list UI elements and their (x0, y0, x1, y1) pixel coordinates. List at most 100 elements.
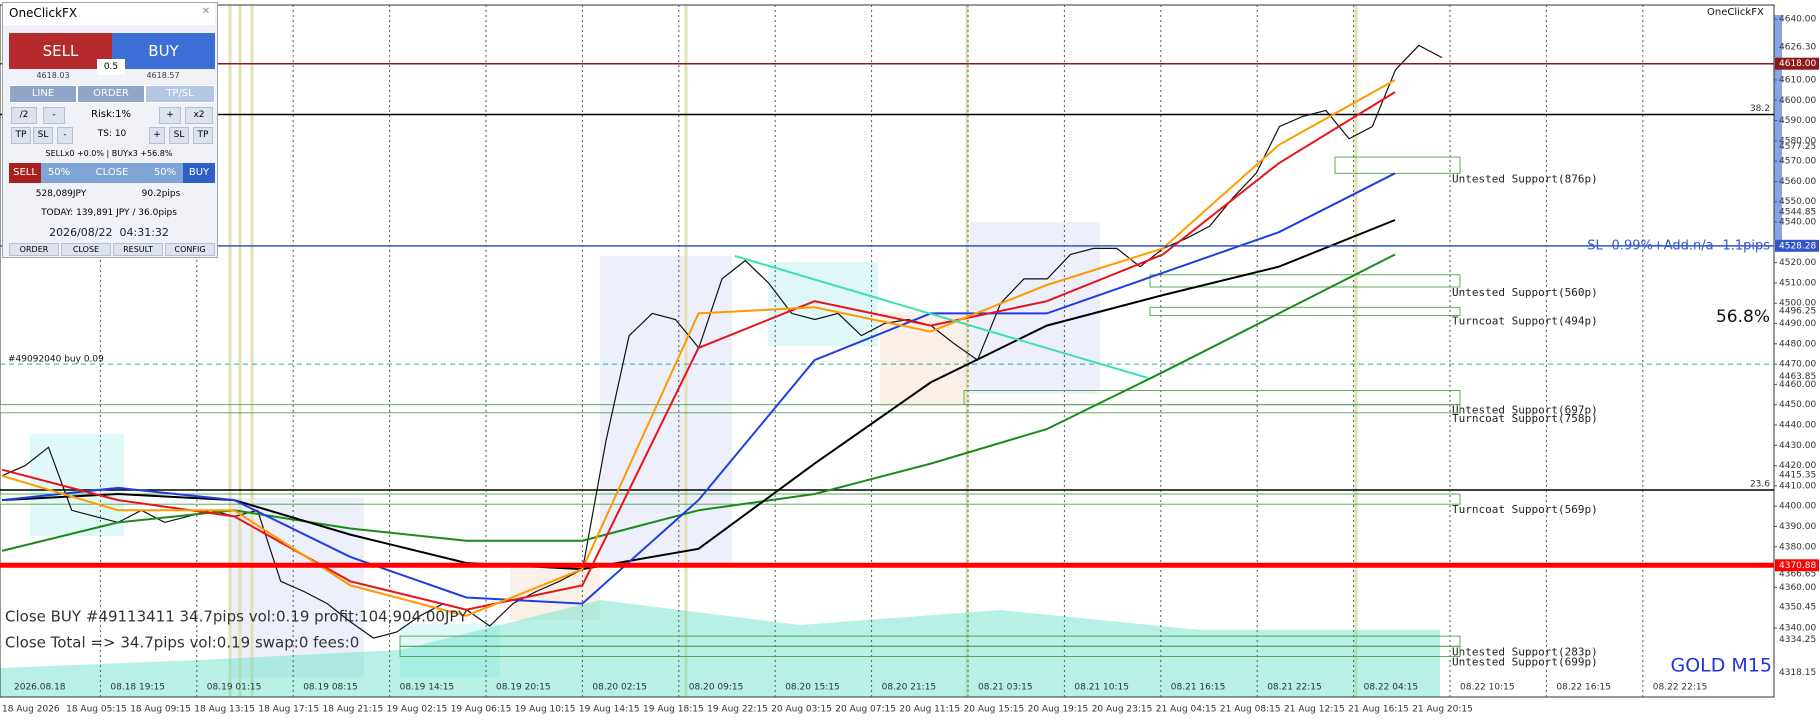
time-label: 19 Aug 10:15 (515, 705, 576, 715)
sell-all[interactable]: SELL (9, 163, 41, 183)
summary: SELLx0 +0.0% | BUYx3 +56.8% (45, 149, 173, 158)
time-label: 21 Aug 20:15 (1412, 705, 1473, 715)
moving-average (1, 91, 1396, 611)
y-tick-label: 4480.00 (1779, 339, 1816, 349)
symbol: GOLD M15 (1670, 655, 1772, 677)
price-label: 4626.30 (1779, 42, 1816, 52)
button[interactable]: TP (193, 127, 213, 144)
time-label: 20 Aug 03:15 (771, 705, 832, 715)
plot-frame (0, 4, 1775, 698)
sl-label: SL -0.99%+Add.n/a -1.1pips (1587, 238, 1770, 253)
profit-pips: 90.2pips (141, 189, 181, 199)
tab[interactable]: LINE (9, 85, 77, 103)
time-label: 20 Aug 11:15 (899, 705, 960, 715)
price-label: 4366.65 (1779, 569, 1816, 579)
separator-label: 08.21 03:15 (978, 683, 1033, 693)
trade-panel: OneClickFX ✕ SELL BUY 0.5 4618.03 4618.5… (2, 2, 218, 258)
separator-label: 08.20 21:15 (882, 683, 937, 693)
time-label: 21 Aug 04:15 (1156, 705, 1217, 715)
time-label: 18 Aug 21:15 (323, 705, 384, 715)
separator-label: 08.20 09:15 (689, 683, 744, 693)
price-tag-label: 4618.00 (1779, 59, 1816, 69)
buy-price: 4618.57 (146, 71, 180, 80)
buy-half[interactable]: 50% (147, 163, 183, 183)
separator-label: 08.20 02:15 (592, 683, 647, 693)
panel-title: OneClickFX (3, 3, 215, 25)
y-tick-label: 4610.00 (1779, 75, 1816, 85)
time-label: 20 Aug 19:15 (1028, 705, 1089, 715)
buy-button[interactable]: BUY (112, 33, 215, 69)
button[interactable]: TP (11, 127, 31, 144)
sell-half[interactable]: 50% (41, 163, 77, 183)
time-label: 19 Aug 02:15 (387, 705, 448, 715)
buy-all[interactable]: BUY (183, 163, 215, 183)
sell-button[interactable]: SELL (9, 33, 112, 69)
tab[interactable]: ORDER (77, 85, 145, 103)
time-label: 19 Aug 22:15 (707, 705, 768, 715)
order-label: #49092040 buy 0.09 (8, 355, 104, 365)
ts-label: TS: 10 (97, 129, 127, 139)
trendline (734, 255, 1149, 379)
price-label: 4496.25 (1779, 306, 1816, 316)
zone-label: Turncoat Support(494p) (1452, 314, 1598, 327)
button[interactable]: SL (169, 127, 189, 144)
time-label: 18 Aug 2026 (2, 705, 60, 715)
separator-label: 08.19 20:15 (496, 683, 551, 693)
separator-label: 08.19 08:15 (303, 683, 358, 693)
y-tick-label: 4360.00 (1779, 583, 1816, 593)
y-tick-label: 4640.00 (1779, 15, 1816, 25)
button[interactable]: - (57, 127, 73, 144)
zone-label: Turncoat Support(758p) (1452, 412, 1598, 425)
bottom-tab[interactable]: CONFIG (165, 243, 215, 256)
y-tick-label: 4410.00 (1779, 481, 1816, 491)
zone-label: Untested Support(697p) (1452, 404, 1598, 417)
brand: OneClickFX (1707, 7, 1764, 18)
price-label: 4577.25 (1779, 142, 1816, 152)
price-label: 4334.25 (1779, 635, 1816, 645)
time-label: 18 Aug 05:15 (66, 705, 127, 715)
separator-label: 08.22 16:15 (1556, 683, 1611, 693)
separator-label: 08.21 16:15 (1171, 683, 1226, 693)
zone-label: Untested Support(283p) (1452, 645, 1598, 658)
price-label: 4544.85 (1779, 208, 1816, 218)
button[interactable]: + (149, 127, 165, 144)
close-all[interactable]: CLOSE (77, 163, 147, 183)
button[interactable]: - (43, 107, 65, 124)
time-label: 19 Aug 14:15 (579, 705, 640, 715)
button[interactable]: + (159, 107, 181, 124)
price-tag-label: 4370.88 (1779, 561, 1816, 571)
fib-label: 38.2 (1750, 104, 1770, 114)
y-tick-label: 4580.00 (1779, 136, 1816, 146)
lot-input[interactable]: 0.5 (97, 59, 125, 75)
button[interactable]: SL (33, 127, 53, 144)
tab[interactable]: TP/SL (145, 85, 215, 103)
price-tag (1775, 559, 1819, 572)
time-label: 21 Aug 08:15 (1220, 705, 1281, 715)
separator-label: 2026.08.18 (14, 683, 66, 693)
price-bar (1774, 15, 1782, 240)
y-tick-label: 4590.00 (1779, 116, 1816, 126)
y-tick-label: 4510.00 (1779, 278, 1816, 288)
zone-label: Untested Support(560p) (1452, 286, 1598, 299)
time-label: 19 Aug 18:15 (643, 705, 704, 715)
price-tag-label: 4528.28 (1779, 241, 1816, 251)
button[interactable]: x2 (185, 107, 213, 124)
y-tick-label: 4470.00 (1779, 360, 1816, 370)
price-label: 4463.85 (1779, 372, 1816, 382)
datetime: 2026/08/22 04:31:32 (49, 226, 169, 239)
time-label: 18 Aug 13:15 (194, 705, 255, 715)
close-icon[interactable]: ✕ (201, 6, 211, 17)
y-tick-label: 4570.00 (1779, 157, 1816, 167)
zone-label: Untested Support(876p) (1452, 172, 1598, 185)
bottom-tab[interactable]: RESULT (113, 243, 163, 256)
bottom-tab[interactable]: ORDER (9, 243, 59, 256)
separator-label: 08.21 10:15 (1074, 683, 1129, 693)
risk-label: Risk:1% (91, 109, 131, 120)
y-tick-label: 4460.00 (1779, 380, 1816, 390)
time-label: 18 Aug 09:15 (130, 705, 191, 715)
price-tag (1775, 57, 1819, 70)
separator-label: 08.18 19:15 (110, 683, 165, 693)
bottom-tab[interactable]: CLOSE (61, 243, 111, 256)
button[interactable]: /2 (11, 107, 37, 124)
